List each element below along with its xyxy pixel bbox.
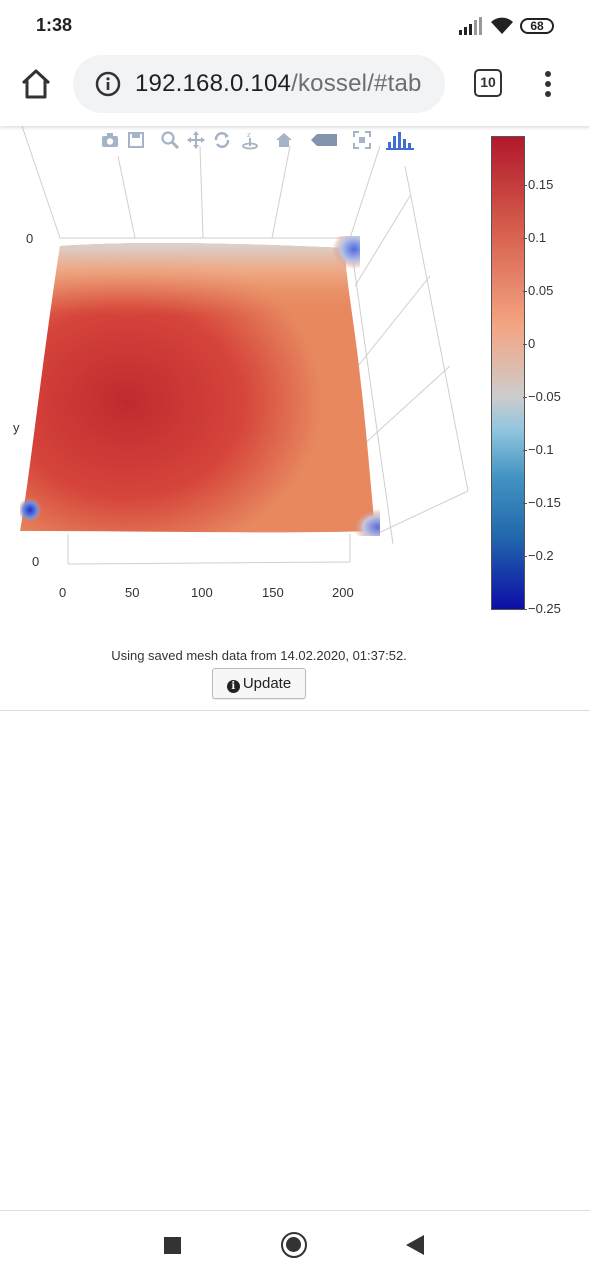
url-text[interactable]: 192.168.0.104/kossel/#tab bbox=[135, 70, 422, 98]
colorbar-tick: −0.25 bbox=[523, 601, 561, 616]
hover-toggle-icon[interactable] bbox=[310, 130, 338, 150]
colorbar-tick: 0.15 bbox=[522, 177, 554, 192]
update-button[interactable]: i Update bbox=[212, 668, 306, 699]
surface-scene[interactable] bbox=[0, 126, 480, 606]
back-icon[interactable] bbox=[406, 1235, 424, 1255]
home-icon[interactable] bbox=[18, 66, 54, 102]
mesh-status-message: Using saved mesh data from 14.02.2020, 0… bbox=[111, 648, 407, 663]
status-time: 1:38 bbox=[36, 15, 73, 35]
url-host: 192.168.0.104 bbox=[135, 70, 292, 97]
x-axis-tick: 0 bbox=[59, 585, 67, 600]
x-axis-tick: 150 bbox=[262, 585, 284, 600]
url-bar[interactable]: 192.168.0.104/kossel/#tab bbox=[73, 55, 445, 113]
colorbar-tick: 0 bbox=[522, 336, 536, 351]
colorbar-tick: −0.15 bbox=[523, 495, 561, 510]
update-button-label: Update bbox=[242, 675, 292, 692]
save-icon[interactable] bbox=[126, 130, 146, 150]
overflow-menu-icon[interactable] bbox=[536, 66, 560, 102]
z-axis-tick-bottom: 0 bbox=[32, 554, 40, 569]
mesh-surface bbox=[20, 236, 380, 536]
status-icons: 68 bbox=[458, 14, 558, 38]
colorbar-tick: −0.1 bbox=[523, 442, 554, 457]
colorbar-tick: −0.05 bbox=[523, 389, 561, 404]
cell-signal-icon bbox=[459, 17, 482, 35]
system-nav-bar bbox=[0, 1210, 590, 1281]
reset-camera-icon[interactable] bbox=[274, 130, 294, 150]
svg-text:z: z bbox=[247, 131, 251, 139]
camera-icon[interactable] bbox=[100, 130, 120, 150]
info-icon[interactable] bbox=[95, 71, 121, 97]
x-axis-tick: 100 bbox=[191, 585, 213, 600]
zoom-icon[interactable] bbox=[160, 130, 180, 150]
x-axis-tick: 200 bbox=[332, 585, 354, 600]
pan-icon[interactable] bbox=[186, 130, 206, 150]
section-divider bbox=[0, 710, 590, 711]
y-axis-label: y bbox=[13, 420, 20, 435]
turntable-rotation-icon[interactable]: z bbox=[240, 130, 260, 150]
orbit-rotation-icon[interactable] bbox=[212, 130, 232, 150]
nav-home-icon[interactable] bbox=[281, 1232, 307, 1258]
colorbar-tick: 0.05 bbox=[522, 283, 554, 298]
browser-toolbar: 192.168.0.104/kossel/#tab 10 bbox=[0, 52, 590, 126]
colorbar-tick: −0.2 bbox=[523, 548, 554, 563]
wifi-icon bbox=[491, 17, 513, 34]
tab-switcher-button[interactable]: 10 bbox=[474, 69, 502, 97]
x-axis-tick: 50 bbox=[125, 585, 140, 600]
z-axis-tick-top: 0 bbox=[26, 231, 34, 246]
info-circle-icon: i bbox=[226, 680, 240, 693]
plotly-logo-icon[interactable] bbox=[386, 130, 414, 150]
status-bar: 1:38 68 bbox=[0, 0, 590, 52]
url-path: /kossel/#tab bbox=[291, 70, 422, 97]
colorbar-tick: 0.1 bbox=[522, 230, 547, 245]
colorbar bbox=[491, 136, 525, 610]
battery-icon: 68 bbox=[520, 18, 554, 34]
mesh-plot[interactable]: z 0 y 0 0 50 100 150 200 0.15 0.1 0.05 0… bbox=[0, 126, 590, 626]
recents-icon[interactable] bbox=[164, 1237, 181, 1254]
autoscale-icon[interactable] bbox=[352, 130, 372, 150]
